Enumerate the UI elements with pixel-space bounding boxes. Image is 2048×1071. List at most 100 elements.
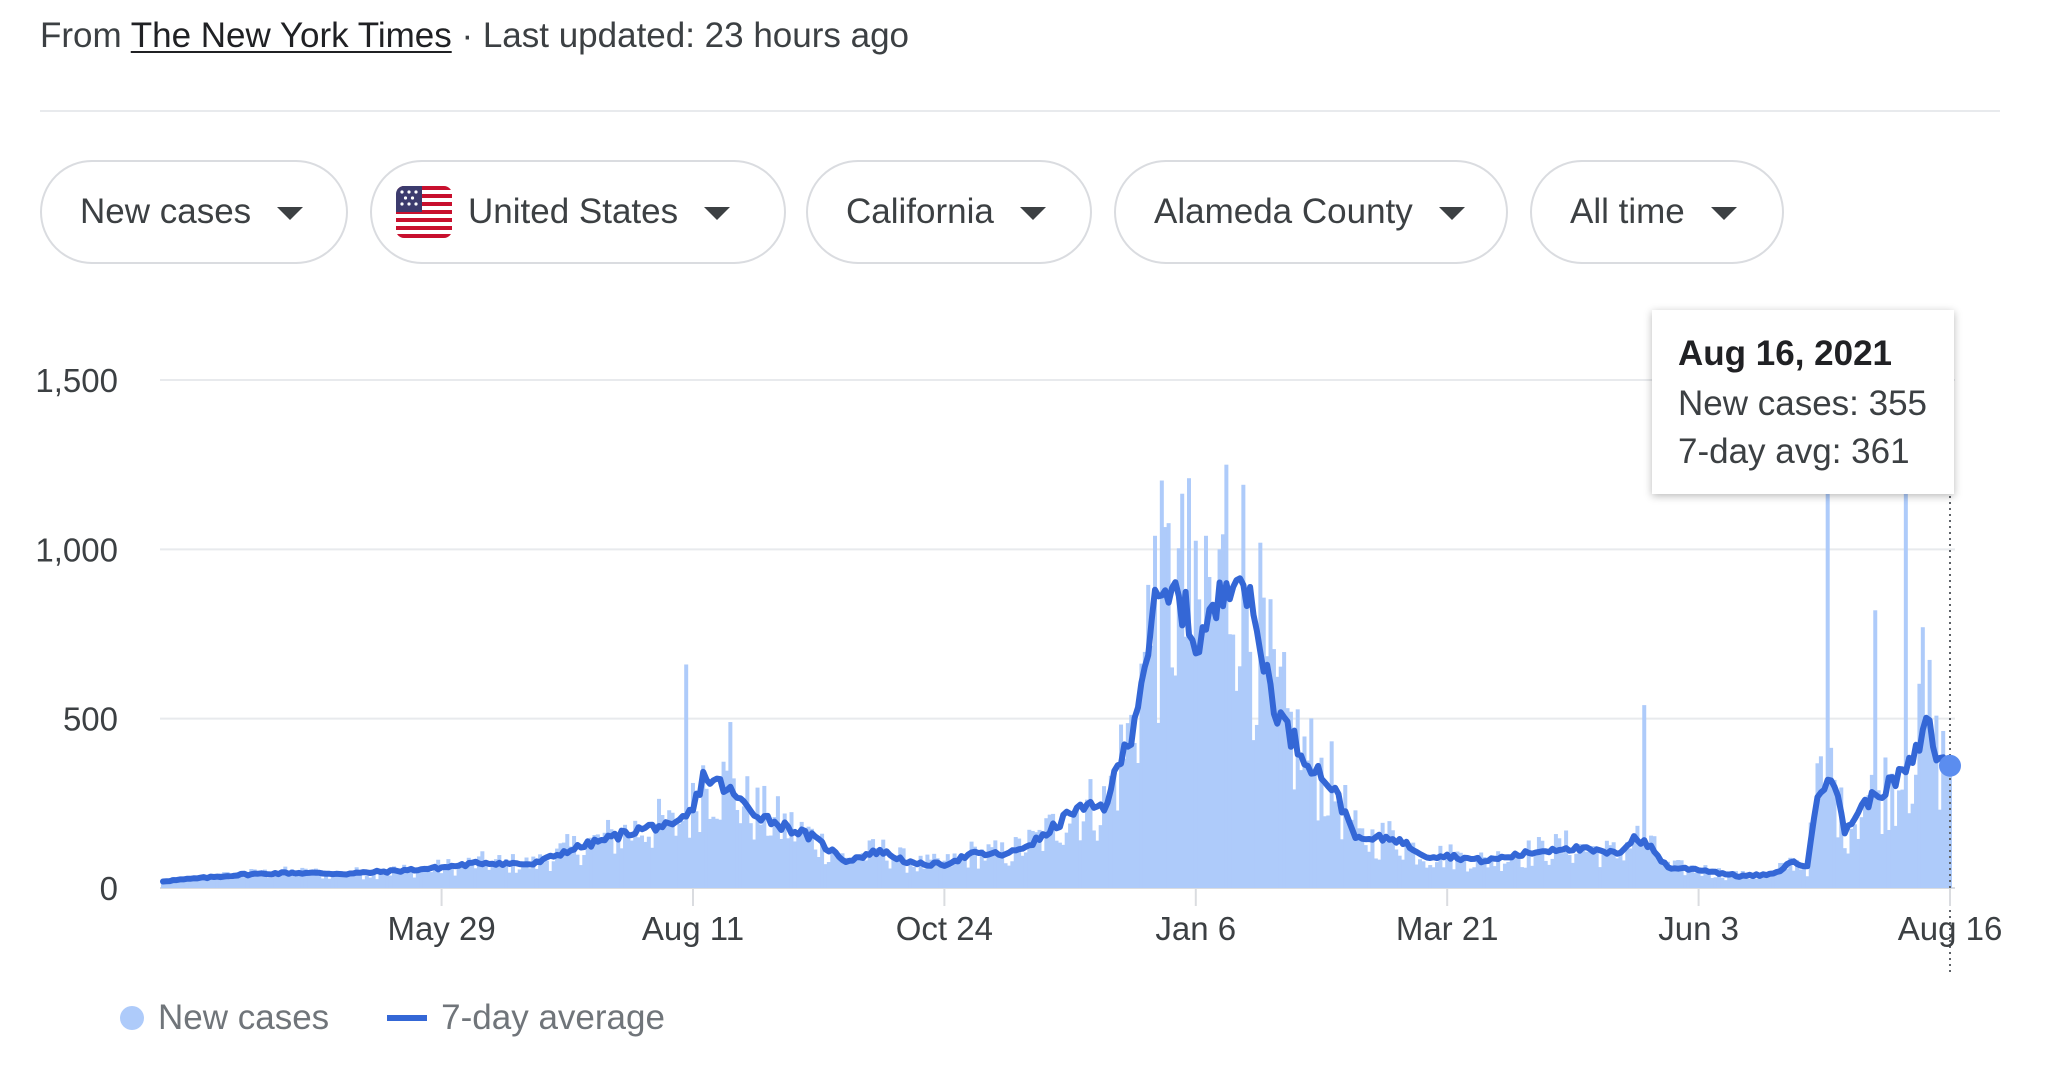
- new-cases-bar: [164, 882, 169, 888]
- new-cases-bar: [1910, 803, 1915, 888]
- new-cases-bar: [1424, 867, 1429, 888]
- new-cases-bar: [874, 848, 879, 888]
- new-cases-bar: [1451, 869, 1456, 888]
- new-cases-bar: [1703, 865, 1708, 888]
- new-cases-bar: [1781, 862, 1786, 888]
- new-cases-bar: [786, 838, 791, 888]
- new-cases-bar: [996, 853, 1001, 888]
- new-cases-bar: [1798, 869, 1803, 888]
- new-cases-bar: [1727, 871, 1732, 888]
- source-prefix: From: [40, 16, 122, 55]
- new-cases-bar: [779, 838, 784, 888]
- new-cases-bar: [972, 846, 977, 888]
- new-cases-bar: [1350, 819, 1355, 888]
- new-cases-bar: [1166, 523, 1171, 888]
- new-cases-bar: [1435, 862, 1440, 888]
- new-cases-bar: [1098, 825, 1103, 888]
- new-cases-bar: [310, 872, 315, 888]
- new-cases-bar: [1584, 851, 1589, 888]
- new-cases-bar: [1455, 851, 1460, 888]
- new-cases-bar: [1000, 842, 1005, 888]
- state-dropdown[interactable]: California: [806, 160, 1092, 264]
- new-cases-bar: [1210, 608, 1215, 888]
- new-cases-bar: [935, 858, 940, 888]
- new-cases-bar: [1414, 864, 1419, 888]
- new-cases-bar: [572, 835, 577, 888]
- new-cases-bar: [1319, 757, 1324, 888]
- new-cases-bar: [218, 873, 223, 888]
- new-cases-bar: [1095, 840, 1100, 888]
- new-cases-bar: [1044, 818, 1049, 888]
- y-tick-label: 0: [100, 870, 118, 907]
- new-cases-bar: [769, 835, 774, 888]
- metric-dropdown[interactable]: New cases: [40, 160, 348, 264]
- new-cases-bar: [1401, 859, 1406, 888]
- country-dropdown[interactable]: United States: [370, 160, 786, 264]
- new-cases-bar: [1163, 527, 1168, 888]
- new-cases-bar: [663, 826, 668, 888]
- new-cases-bar: [612, 853, 617, 888]
- new-cases-bar: [1407, 843, 1412, 888]
- new-cases-bar: [453, 875, 458, 888]
- new-cases-bar: [266, 877, 271, 888]
- new-cases-bar: [1852, 824, 1857, 888]
- new-cases-bar: [1924, 715, 1929, 888]
- new-cases-bar: [1625, 842, 1630, 888]
- new-cases-bar: [942, 860, 947, 888]
- new-cases-bar: [1438, 845, 1443, 888]
- new-cases-bar: [741, 806, 746, 888]
- cases-chart[interactable]: 0 500 1,000 1,500 May 29 Aug 11 Oct 24 Jan 6 Mar…: [0, 280, 2048, 990]
- new-cases-bar: [585, 843, 590, 888]
- county-dropdown[interactable]: Alameda County: [1114, 160, 1508, 264]
- new-cases-bar: [979, 849, 984, 888]
- new-cases-bar: [1051, 813, 1056, 888]
- time-range-dropdown[interactable]: All time: [1530, 160, 1784, 264]
- new-cases-bar: [392, 866, 397, 888]
- new-cases-bar: [1040, 850, 1045, 888]
- new-cases-bar: [1445, 856, 1450, 888]
- x-tick-label: Jan 6: [1155, 910, 1236, 947]
- new-cases-bar: [364, 876, 369, 888]
- new-cases-bar: [1941, 730, 1946, 888]
- new-cases-bar: [1676, 860, 1681, 888]
- new-cases-bar: [1244, 596, 1249, 888]
- new-cases-bar: [1193, 540, 1198, 888]
- new-cases-bar: [1027, 829, 1032, 888]
- new-cases-bar: [738, 823, 743, 888]
- average-legend-label: 7-day average: [441, 998, 665, 1037]
- new-cases-bar: [1285, 708, 1290, 888]
- new-cases-bar: [1186, 478, 1191, 888]
- new-cases-bar: [1513, 857, 1518, 888]
- new-cases-bar: [1292, 789, 1297, 888]
- county-dropdown-label: Alameda County: [1154, 192, 1413, 231]
- new-cases-bar: [626, 835, 631, 888]
- new-cases-bar: [1339, 839, 1344, 888]
- new-cases-bar: [575, 854, 580, 888]
- new-cases-bar: [1234, 690, 1239, 888]
- new-cases-bar: [1418, 859, 1423, 888]
- new-cases-bar: [1132, 742, 1137, 888]
- new-cases-bar: [1761, 872, 1766, 888]
- new-cases-bar: [690, 782, 695, 888]
- chevron-down-icon: [1710, 206, 1737, 220]
- new-cases-bar: [286, 873, 291, 888]
- new-cases-bar: [442, 866, 447, 888]
- new-cases-bar: [728, 722, 733, 888]
- new-cases-bar: [789, 812, 794, 888]
- new-cases-bar: [782, 813, 787, 888]
- source-link[interactable]: The New York Times: [130, 16, 452, 55]
- new-cases-bar: [731, 778, 736, 888]
- new-cases-bar: [1757, 876, 1762, 888]
- new-cases-bar: [493, 859, 498, 888]
- new-cases-bar: [803, 833, 808, 888]
- new-cases-bar: [955, 856, 960, 888]
- new-cases-bar: [1200, 638, 1205, 888]
- new-cases-bar: [1316, 820, 1321, 888]
- new-cases-bar: [1030, 830, 1035, 888]
- new-cases-bar: [327, 878, 332, 888]
- new-cases-bar: [1791, 870, 1796, 888]
- new-cases-bar: [640, 835, 645, 888]
- chevron-down-icon: [1438, 206, 1465, 220]
- new-cases-bar: [1153, 535, 1158, 888]
- new-cases-bar: [1370, 829, 1375, 888]
